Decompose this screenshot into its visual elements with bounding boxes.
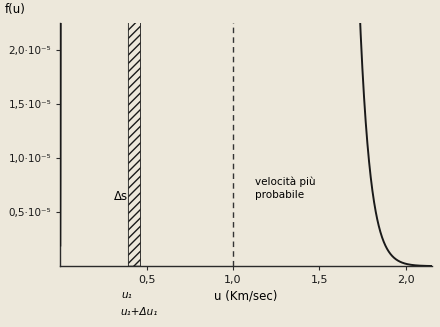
Text: 1250°C: 1250°C	[0, 326, 1, 327]
Y-axis label: f(u): f(u)	[5, 3, 26, 16]
Text: Δs: Δs	[114, 190, 128, 203]
Text: 0°C: 0°C	[0, 326, 1, 327]
Text: velocità più
probabile: velocità più probabile	[255, 177, 316, 200]
Text: u₁: u₁	[121, 290, 132, 300]
X-axis label: u (Km/sec): u (Km/sec)	[214, 289, 278, 302]
Text: u₁+Δu₁: u₁+Δu₁	[120, 307, 158, 317]
